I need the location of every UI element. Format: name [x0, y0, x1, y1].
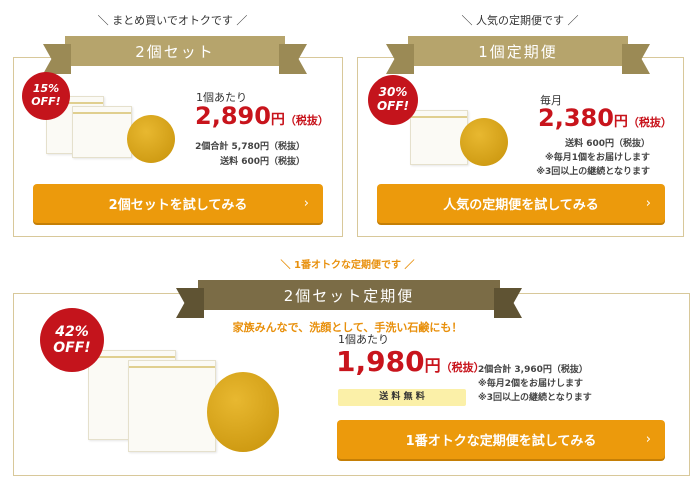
price: 1,980円（税抜）: [336, 345, 485, 378]
detail-line: ※毎月1個をお届けします: [544, 153, 650, 163]
price: 2,890円（税抜）: [195, 102, 329, 130]
plan1-tagline: ＼ まとめ買いでオトクです ／: [97, 14, 248, 27]
chevron-right-icon: ›: [645, 196, 651, 211]
discount-badge: 42% OFF!: [40, 308, 104, 372]
detail-line: ※毎月2個をお届けします: [478, 379, 584, 389]
price-label: 毎月: [540, 94, 562, 107]
try-2-set-button[interactable]: 2個セットを試してみる ›: [33, 184, 323, 223]
soap-image: [207, 372, 279, 452]
plan1-details: 2個合計 5,780円（税抜） 送料 600円（税抜）: [190, 140, 305, 170]
chevron-right-icon: ›: [303, 196, 309, 211]
free-shipping-badge: 送 料 無 料: [338, 389, 466, 406]
plan3-tagline: ＼ 1番オトクな定期便です ／: [280, 260, 415, 271]
price-label: 1個あたり: [338, 333, 389, 346]
detail-line: 2個合計 5,780円（税抜）: [195, 142, 305, 152]
soap-image: [460, 118, 508, 166]
detail-line: ※3回以上の継続となります: [478, 393, 592, 403]
plan2-tagline: ＼ 人気の定期便です ／: [461, 14, 579, 27]
plan2-title: 1個定期便: [478, 42, 558, 61]
detail-line: ※3回以上の継続となります: [536, 167, 650, 177]
detail-line: 送料 600円（税抜）: [220, 157, 305, 167]
plan1-ribbon: 2個セット: [65, 36, 285, 66]
plan3-ribbon: 2個セット定期便: [198, 280, 500, 310]
detail-line: 2個合計 3,960円（税抜）: [478, 365, 588, 375]
price: 2,380円（税抜）: [538, 104, 672, 132]
product-box-image: [128, 360, 216, 452]
plan1-title: 2個セット: [135, 42, 215, 61]
try-best-subscription-button[interactable]: 1番オトクな定期便を試してみる ›: [337, 420, 665, 459]
soap-image: [127, 115, 175, 163]
plan2-ribbon: 1個定期便: [408, 36, 628, 66]
product-box-image: [410, 110, 468, 165]
price-label: 1個あたり: [196, 91, 247, 104]
plan2-details: 送料 600円（税抜） ※毎月1個をお届けします ※3回以上の継続となります: [520, 137, 650, 179]
plan3-title: 2個セット定期便: [283, 286, 415, 305]
detail-line: 送料 600円（税抜）: [565, 139, 650, 149]
discount-badge: 30% OFF!: [368, 75, 418, 125]
chevron-right-icon: ›: [645, 432, 651, 447]
plan3-details: 2個合計 3,960円（税抜） ※毎月2個をお届けします ※3回以上の継続となり…: [478, 363, 592, 405]
try-subscription-button[interactable]: 人気の定期便を試してみる ›: [377, 184, 665, 223]
plan3-subtitle: 家族みんなで、洗顔として、手洗い石鹸にも！: [232, 321, 463, 334]
product-box-image: [72, 106, 132, 158]
discount-badge: 15% OFF!: [22, 72, 70, 120]
